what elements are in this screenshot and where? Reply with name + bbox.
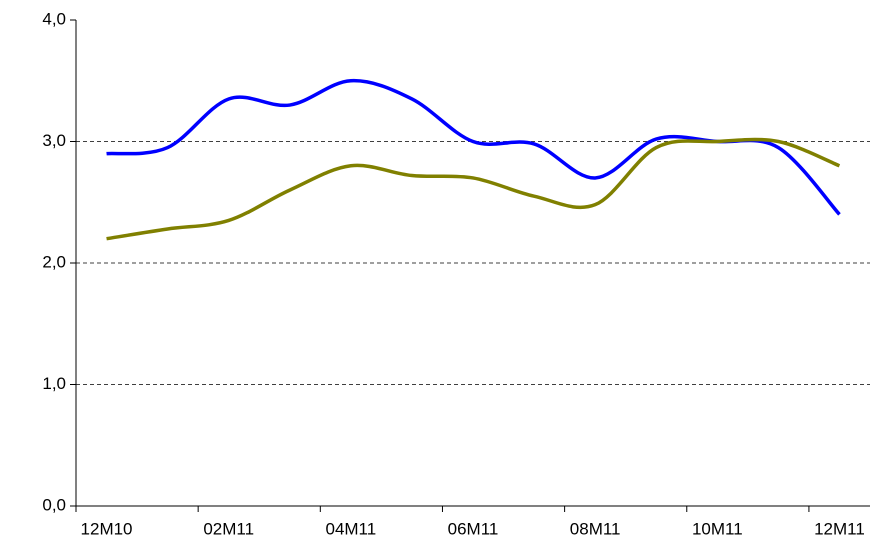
x-tick-label: 12M10 — [81, 519, 133, 538]
x-tick-label: 10M11 — [692, 519, 743, 538]
y-tick-label: 4,0 — [42, 9, 66, 28]
y-tick-label: 2,0 — [42, 252, 66, 271]
y-tick-label: 0,0 — [42, 495, 66, 514]
y-tick-label: 1,0 — [42, 374, 66, 393]
x-tick-label: 04M11 — [325, 519, 376, 538]
x-tick-label: 02M11 — [203, 519, 254, 538]
series-line — [106, 137, 841, 241]
x-tick-label: 06M11 — [448, 519, 499, 538]
x-tick-label: 12M11 — [814, 519, 865, 538]
series-line — [106, 78, 841, 216]
y-tick-label: 3,0 — [42, 131, 66, 150]
x-tick-label: 08M11 — [570, 519, 621, 538]
